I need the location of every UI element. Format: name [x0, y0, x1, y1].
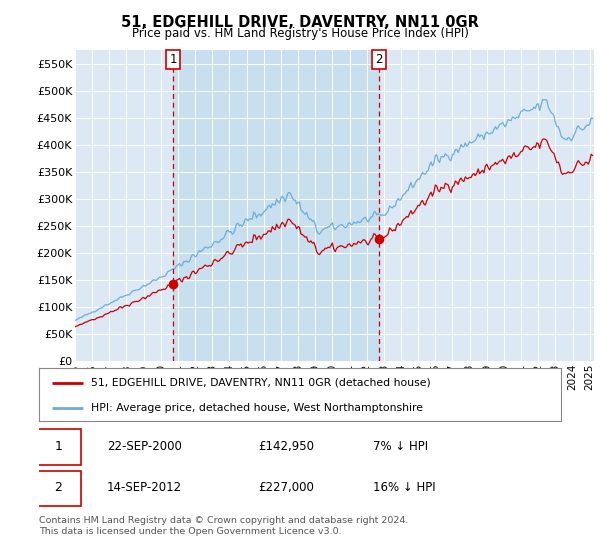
Bar — [173, 50, 379, 361]
Text: 51, EDGEHILL DRIVE, DAVENTRY, NN11 0GR: 51, EDGEHILL DRIVE, DAVENTRY, NN11 0GR — [121, 15, 479, 30]
Text: £227,000: £227,000 — [258, 481, 314, 494]
Text: 7% ↓ HPI: 7% ↓ HPI — [373, 440, 428, 452]
Text: 2: 2 — [55, 481, 62, 494]
Text: 14-SEP-2012: 14-SEP-2012 — [107, 481, 182, 494]
Text: 51, EDGEHILL DRIVE, DAVENTRY, NN11 0GR (detached house): 51, EDGEHILL DRIVE, DAVENTRY, NN11 0GR (… — [91, 378, 431, 388]
Text: 2: 2 — [375, 53, 383, 66]
Text: 16% ↓ HPI: 16% ↓ HPI — [373, 481, 436, 494]
FancyBboxPatch shape — [37, 429, 81, 465]
Text: 1: 1 — [169, 53, 177, 66]
Text: £142,950: £142,950 — [258, 440, 314, 452]
Text: 22-SEP-2000: 22-SEP-2000 — [107, 440, 182, 452]
Text: Price paid vs. HM Land Registry's House Price Index (HPI): Price paid vs. HM Land Registry's House … — [131, 27, 469, 40]
Text: 1: 1 — [55, 440, 62, 452]
Text: Contains HM Land Registry data © Crown copyright and database right 2024.
This d: Contains HM Land Registry data © Crown c… — [39, 516, 409, 536]
Text: HPI: Average price, detached house, West Northamptonshire: HPI: Average price, detached house, West… — [91, 403, 423, 413]
FancyBboxPatch shape — [37, 471, 81, 506]
